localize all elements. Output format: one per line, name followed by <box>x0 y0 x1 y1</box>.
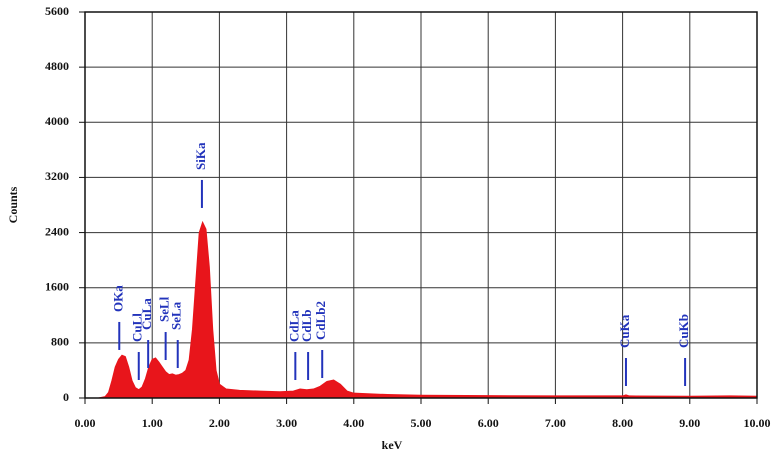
plot-frame <box>84 11 758 399</box>
x-tick-label: 0.00 <box>75 416 96 430</box>
y-tick-label: 800 <box>51 335 69 349</box>
peak-label: SeLl <box>157 296 172 322</box>
spectrum-area <box>85 220 758 399</box>
peak-label: CuLl <box>130 313 145 342</box>
x-tick-label: 9.00 <box>679 416 700 430</box>
peak-label: OKa <box>110 285 125 312</box>
y-tick-label: 5600 <box>45 4 69 18</box>
peak-label: CuKa <box>617 314 632 348</box>
x-tick-label: 3.00 <box>276 416 297 430</box>
y-tick-label: 0 <box>63 390 69 404</box>
peak-label: CdLa <box>286 310 301 342</box>
peak-label: CuKb <box>676 314 691 348</box>
peak-label: CuLa <box>139 298 154 330</box>
x-tick-label: 2.00 <box>209 416 230 430</box>
x-tick-label: 1.00 <box>142 416 163 430</box>
x-tick-label: 10.00 <box>744 416 771 430</box>
x-tick-label: 4.00 <box>343 416 364 430</box>
x-axis-label: keV <box>382 438 403 452</box>
y-tick-label: 4800 <box>45 59 69 73</box>
peak-label: SeLa <box>169 301 184 330</box>
y-tick-label: 3200 <box>45 169 69 183</box>
x-tick-label: 5.00 <box>411 416 432 430</box>
x-tick-label: 8.00 <box>612 416 633 430</box>
y-tick-label: 2400 <box>45 224 69 238</box>
peak-label: CdLb <box>299 309 314 342</box>
y-tick-label: 4000 <box>45 114 69 128</box>
x-tick-label: 7.00 <box>545 416 566 430</box>
peak-label: SiKa <box>193 142 208 170</box>
x-tick-label: 6.00 <box>478 416 499 430</box>
peak-label: CdLb2 <box>313 301 328 340</box>
y-axis-label: Counts <box>6 186 20 223</box>
y-tick-label: 1600 <box>45 279 69 293</box>
